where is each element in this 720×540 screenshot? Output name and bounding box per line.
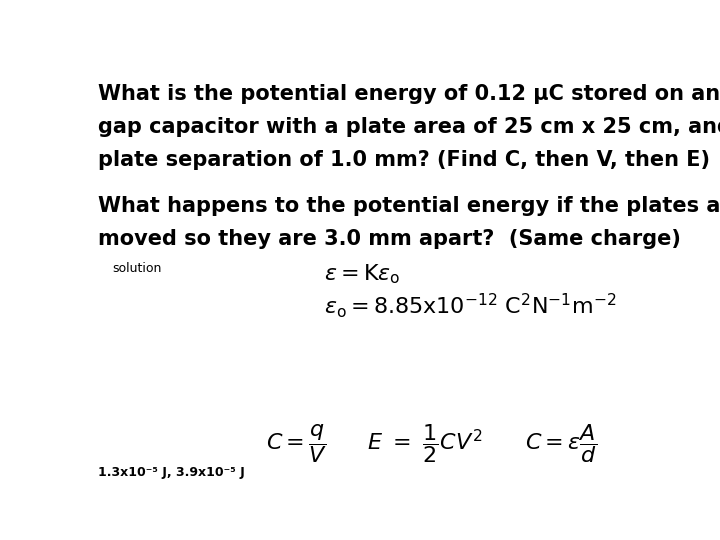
Text: $\varepsilon_\mathrm{o} = 8.85\mathrm{x}10^{-12}\ \mathrm{C^2N^{-1}m^{-2}}$: $\varepsilon_\mathrm{o} = 8.85\mathrm{x}… [324, 292, 617, 320]
Text: 1.3x10⁻⁵ J, 3.9x10⁻⁵ J: 1.3x10⁻⁵ J, 3.9x10⁻⁵ J [99, 466, 245, 479]
Text: plate separation of 1.0 mm? (Find C, then V, then E): plate separation of 1.0 mm? (Find C, the… [99, 150, 711, 170]
Text: solution: solution [112, 262, 162, 275]
Text: $\varepsilon = \mathrm{K}\varepsilon_\mathrm{o}$: $\varepsilon = \mathrm{K}\varepsilon_\ma… [324, 262, 401, 286]
Text: What happens to the potential energy if the plates are: What happens to the potential energy if … [99, 196, 720, 216]
Text: $E\ =\ \dfrac{1}{2}CV^2$: $E\ =\ \dfrac{1}{2}CV^2$ [367, 422, 482, 464]
Text: $C = \dfrac{q}{V}$: $C = \dfrac{q}{V}$ [266, 422, 327, 464]
Text: moved so they are 3.0 mm apart?  (Same charge): moved so they are 3.0 mm apart? (Same ch… [99, 229, 681, 249]
Text: What is the potential energy of 0.12 μC stored on an air: What is the potential energy of 0.12 μC … [99, 84, 720, 104]
Text: gap capacitor with a plate area of 25 cm x 25 cm, and a: gap capacitor with a plate area of 25 cm… [99, 117, 720, 137]
Text: $C = \varepsilon\dfrac{A}{d}$: $C = \varepsilon\dfrac{A}{d}$ [526, 422, 598, 464]
